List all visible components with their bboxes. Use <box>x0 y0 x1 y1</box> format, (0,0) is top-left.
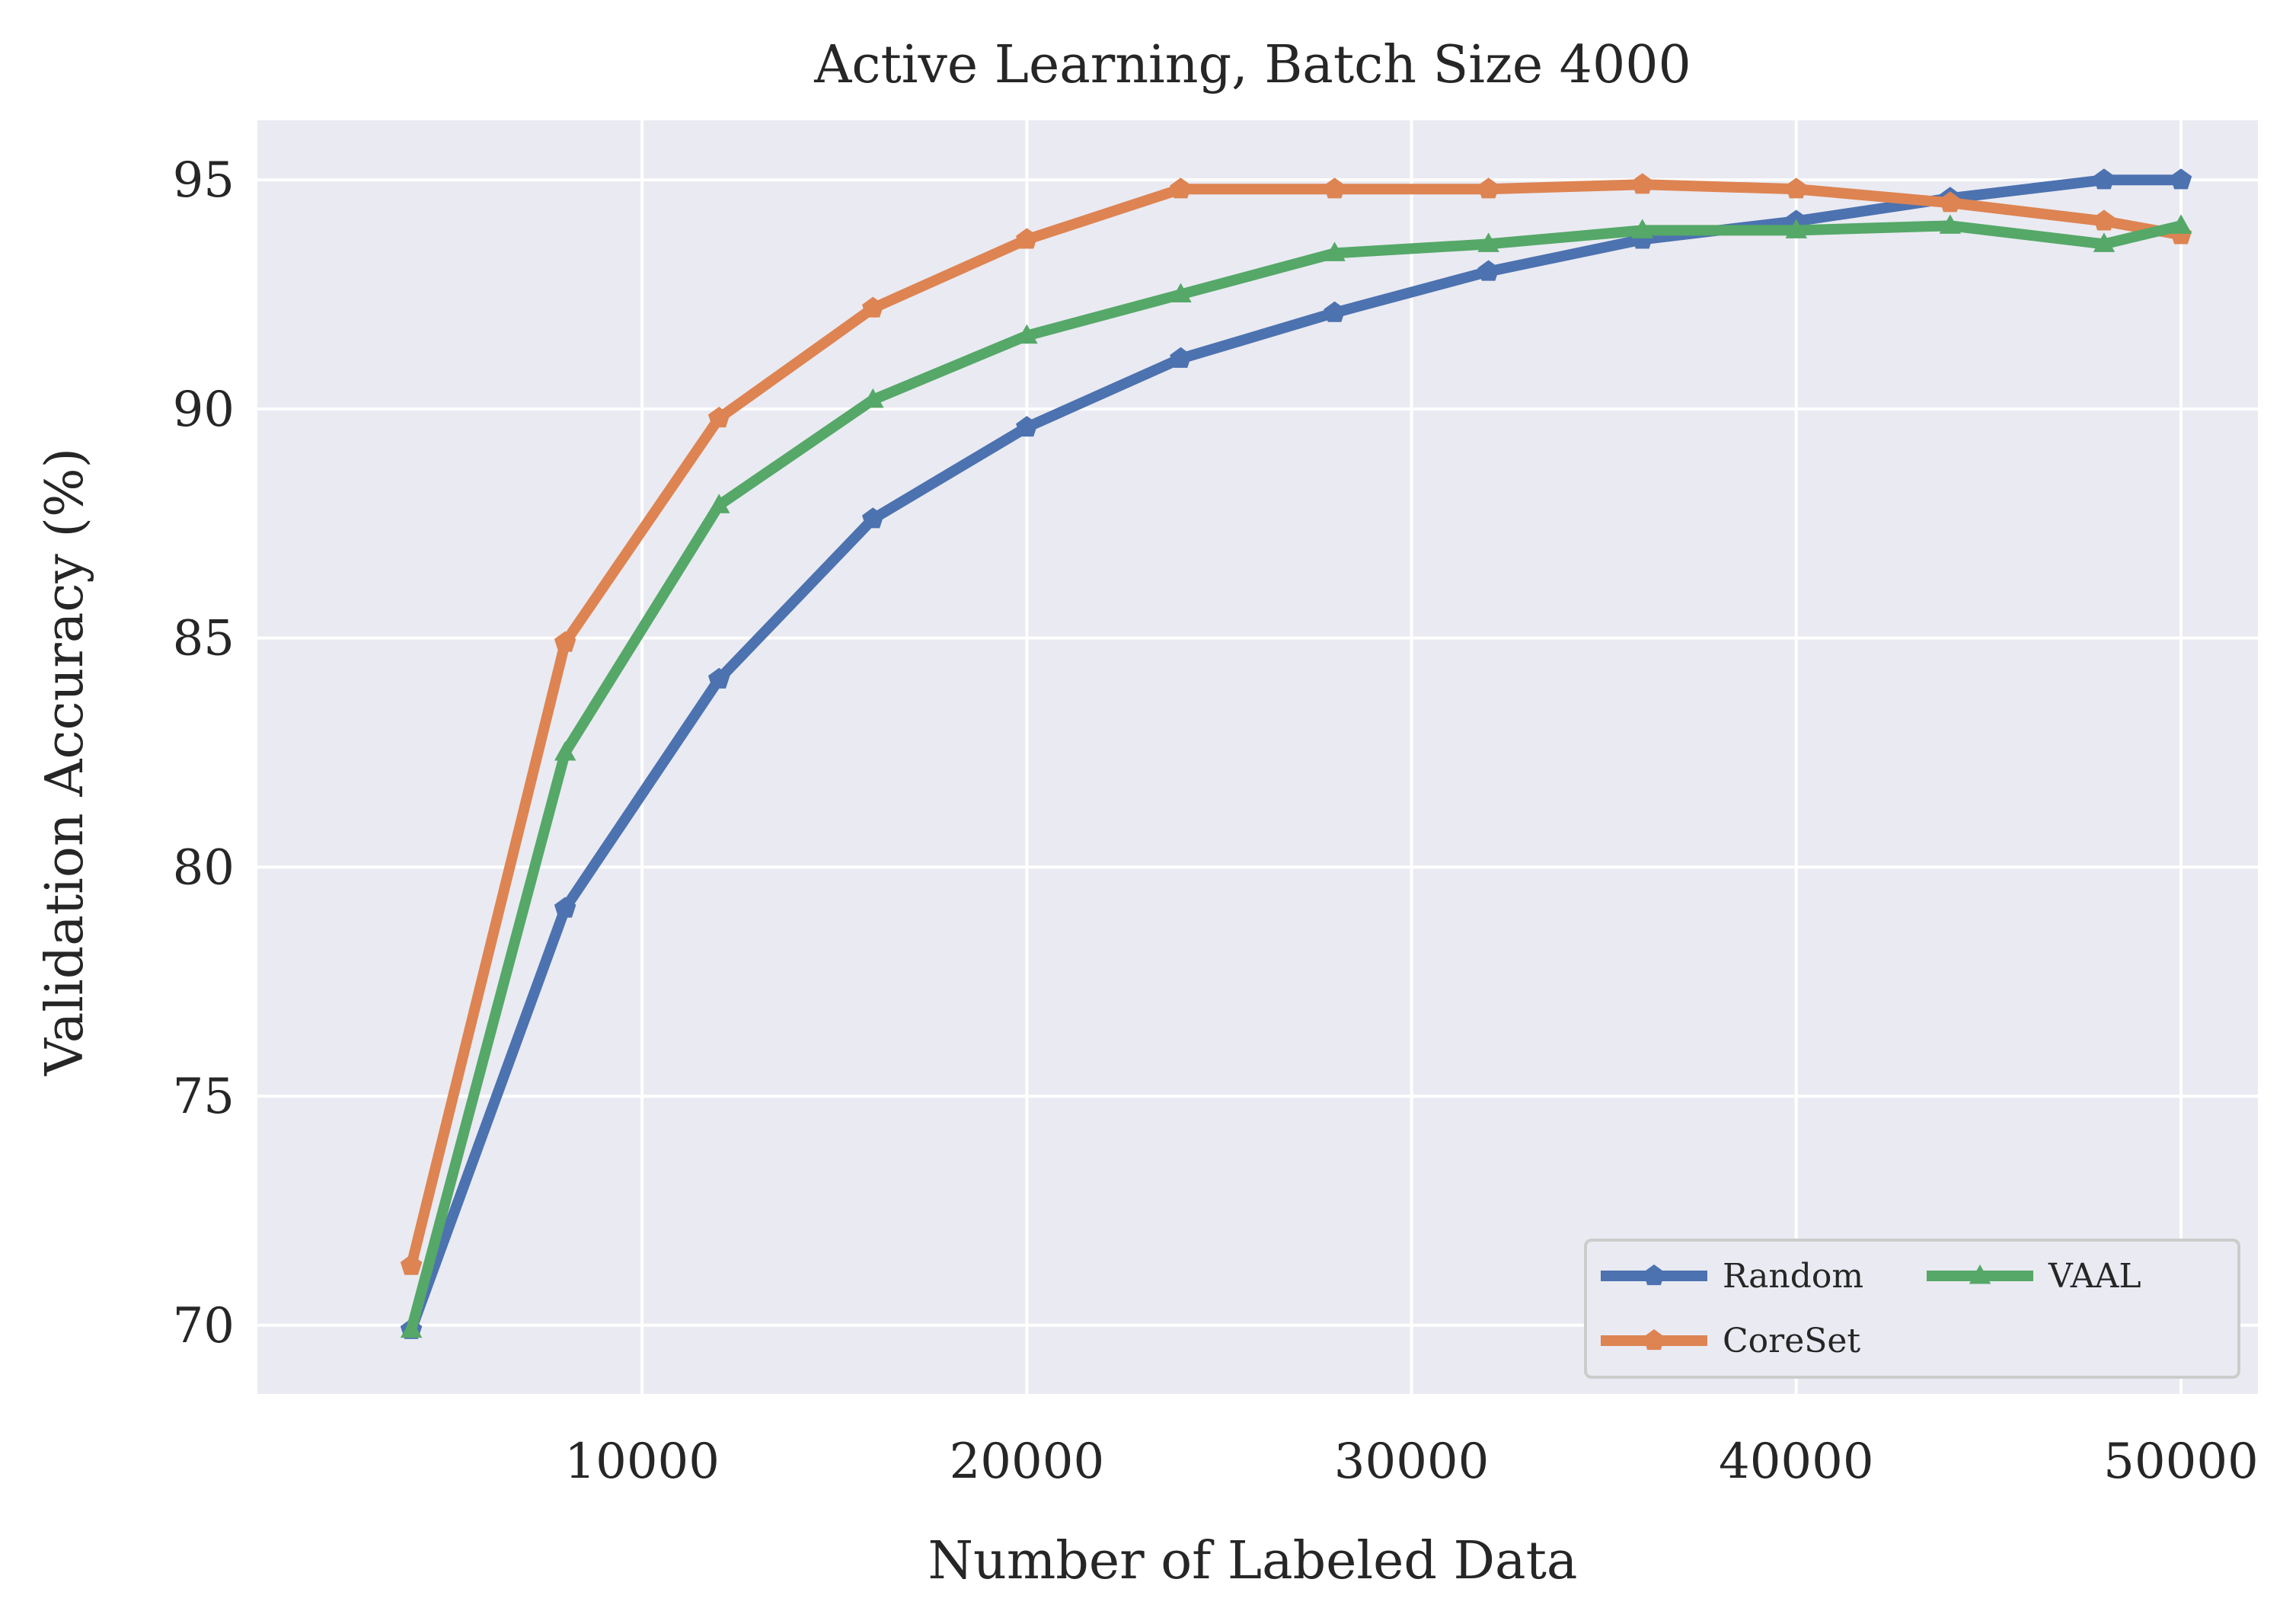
x-tick-label: 20000 <box>950 1434 1105 1490</box>
data-point <box>2093 209 2116 231</box>
y-tick-label: 70 <box>173 1298 235 1354</box>
data-point <box>862 507 884 529</box>
data-point <box>1170 283 1192 303</box>
data-point <box>1939 191 1962 213</box>
legend-entry-random: Random <box>1601 1257 1863 1296</box>
y-tick-label: 75 <box>173 1069 235 1125</box>
legend-label: Random <box>1723 1257 1863 1296</box>
data-point <box>862 388 884 408</box>
x-tick-label: 10000 <box>564 1434 720 1490</box>
data-point <box>707 667 730 689</box>
data-point <box>554 631 576 652</box>
data-point <box>1631 173 1653 194</box>
series-lines <box>400 168 2192 1339</box>
x-tick-label: 40000 <box>1719 1434 1874 1490</box>
data-point <box>2093 168 2116 190</box>
legend-entry-coreset: CoreSet <box>1601 1322 1860 1360</box>
data-point <box>1631 219 1653 238</box>
legend-marker <box>1643 1329 1665 1351</box>
data-point <box>1016 324 1038 344</box>
legend-marker <box>1969 1264 1991 1284</box>
data-point <box>400 1318 423 1338</box>
x-tick-label: 30000 <box>1334 1434 1490 1490</box>
legend-box <box>1584 1239 2240 1379</box>
legend-label: VAAL <box>2048 1257 2141 1296</box>
data-point <box>1170 347 1192 368</box>
data-point <box>1477 260 1499 281</box>
data-point <box>554 897 576 918</box>
data-point <box>1016 228 1038 249</box>
data-point <box>2093 232 2116 252</box>
series-coreset <box>400 173 2192 1275</box>
data-point <box>1785 177 1808 199</box>
data-point <box>1170 177 1192 199</box>
data-point <box>554 740 576 761</box>
data-point <box>707 406 730 428</box>
data-point <box>1324 177 1346 199</box>
data-point <box>400 1254 423 1275</box>
data-point <box>1939 214 1962 234</box>
legend-entry-vaal: VAAL <box>1927 1257 2141 1296</box>
x-tick-label: 50000 <box>2103 1434 2259 1490</box>
x-axis-label: Number of Labeled Data <box>928 1531 1578 1591</box>
y-tick-label: 90 <box>173 382 235 438</box>
data-point <box>707 494 730 513</box>
data-point <box>1785 219 1808 238</box>
data-point <box>2170 214 2192 234</box>
y-tick-label: 95 <box>173 152 235 209</box>
tick-labels: 10000 20000 30000 40000 50000 70 75 80 85 90 95 <box>173 152 2259 1490</box>
y-tick-label: 80 <box>173 839 235 896</box>
data-point <box>1477 232 1499 252</box>
legend: Random CoreSet VAAL <box>1584 1239 2240 1379</box>
data-point <box>1477 177 1499 199</box>
data-point <box>1016 415 1038 437</box>
y-axis-label: Validation Accuracy (%) <box>35 448 95 1076</box>
data-point <box>1324 241 1346 261</box>
series-vaal <box>400 214 2192 1338</box>
chart-title: Active Learning, Batch Size 4000 <box>813 35 1691 95</box>
data-point <box>2170 168 2192 190</box>
legend-label: CoreSet <box>1723 1322 1860 1360</box>
data-point <box>862 296 884 318</box>
data-point <box>1324 301 1346 322</box>
legend-marker <box>1643 1264 1665 1286</box>
y-tick-label: 85 <box>173 611 235 667</box>
